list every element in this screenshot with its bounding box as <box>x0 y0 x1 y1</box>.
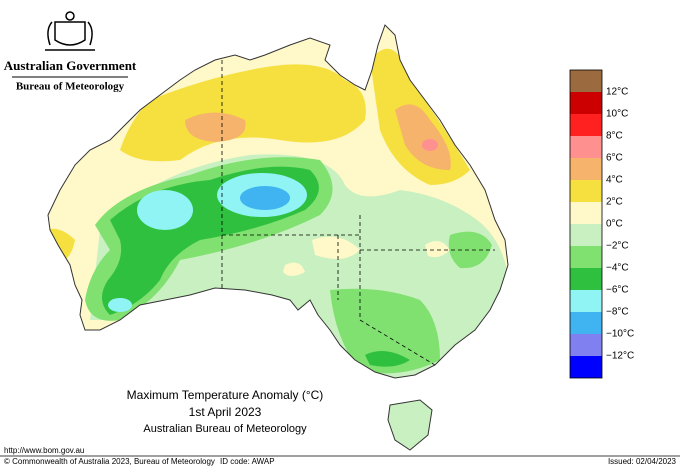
legend-swatch <box>570 334 602 356</box>
id-code: ID code: AWAP <box>220 457 275 466</box>
legend-label: 4°C <box>606 175 623 186</box>
map-title: Maximum Temperature Anomaly (°C) <box>127 388 324 402</box>
map-source: Australian Bureau of Meteorology <box>143 423 307 435</box>
crest <box>45 11 95 51</box>
anomaly-area <box>330 231 492 374</box>
legend-label: −4°C <box>606 263 629 274</box>
issued: Issued: 02/04/2023 <box>608 457 677 466</box>
legend-label: −2°C <box>606 241 629 252</box>
government: Australian Government <box>4 58 137 73</box>
legend-swatch <box>570 246 602 268</box>
legend-label: −8°C <box>606 307 629 318</box>
legend-label: 8°C <box>606 131 623 142</box>
legend-label: 6°C <box>606 153 623 164</box>
legend-swatch <box>570 180 602 202</box>
legend-swatch <box>570 136 602 158</box>
bureau: Bureau of Meteorology <box>16 81 125 93</box>
coastline <box>47 24 509 451</box>
legend-swatch <box>570 290 602 312</box>
legend-swatch <box>570 268 602 290</box>
legend-label: 12°C <box>606 87 628 98</box>
legend-swatch <box>570 70 602 92</box>
state-borders <box>221 60 495 366</box>
anomaly-area <box>422 139 438 151</box>
legend-frame <box>569 69 603 379</box>
anomaly-area <box>240 186 290 210</box>
anomaly-area <box>185 104 451 170</box>
anomaly-area <box>137 190 193 230</box>
legend-swatch <box>570 114 602 136</box>
legend-swatch <box>570 158 602 180</box>
legend: 12°C 10°C 8°C 6°C 4°C 2°C 0°C −2°C −4°C −6°C −8°C −… <box>569 69 634 379</box>
url: http://www.bom.gov.au <box>4 446 84 455</box>
legend-swatch <box>570 92 602 114</box>
legend-swatch <box>570 356 602 378</box>
legend-label: −10°C <box>606 329 634 340</box>
copyright: © Commonwealth of Australia 2023, Bureau… <box>4 457 215 466</box>
anomaly-area <box>283 236 450 276</box>
legend-swatch <box>570 312 602 334</box>
legend-swatch <box>570 224 602 246</box>
legend-label: −12°C <box>606 351 634 362</box>
legend-label: −6°C <box>606 285 629 296</box>
legend-label: 2°C <box>606 197 623 208</box>
map-date: 1st April 2023 <box>189 405 262 419</box>
anomaly-area <box>108 298 132 312</box>
legend-label: 0°C <box>606 219 623 230</box>
legend-label: 10°C <box>606 109 628 120</box>
legend-swatch <box>570 202 602 224</box>
